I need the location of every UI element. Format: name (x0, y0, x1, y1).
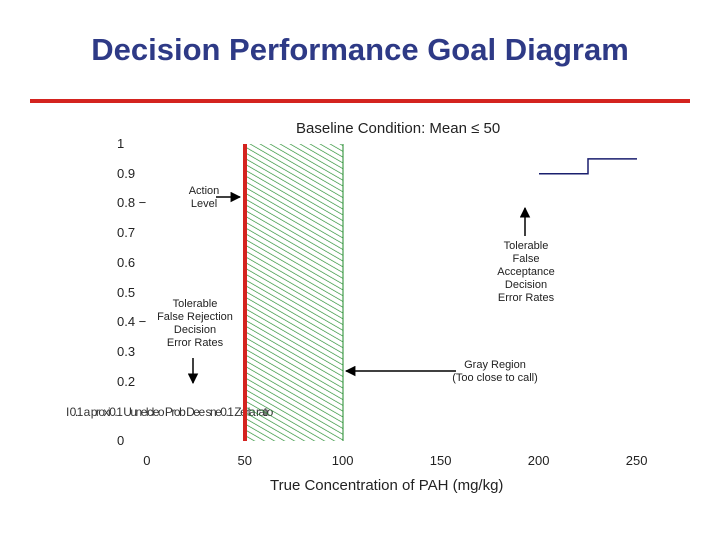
annotation-line: Error Rates (166, 337, 224, 349)
x-tick-label: 50 (237, 453, 252, 468)
action-level-annotation: Action Level (176, 185, 232, 211)
annotation-line: (Too close to call) (452, 372, 538, 384)
chart-title: Baseline Condition: Mean ≤ 50 (296, 120, 501, 137)
annotation-line: False Rejection (157, 311, 233, 323)
gray-region-hatch (245, 144, 343, 441)
slide-title: Decision Performance Goal Diagram (91, 32, 629, 67)
y-tick-label: 0.5 (117, 284, 136, 300)
y-tick-label: 0.2 (117, 373, 136, 389)
annotation-line: Tolerable (172, 298, 218, 310)
annotation-line: Decision (504, 279, 548, 291)
garbled-label: I 0.1 a proxi0.1 Uunelcleo Prob Dee sne0… (66, 405, 273, 419)
y-tick-label: 0.3 (117, 343, 136, 359)
annotation-line: Action (188, 185, 220, 197)
x-tick-label: 0 (143, 453, 151, 468)
false-acceptance-curve (539, 158, 637, 175)
annotation-line: Tolerable (503, 240, 549, 252)
gray-region-annotation: Gray Region (Too close to call) (440, 359, 550, 385)
annotation-line: Gray Region (464, 359, 526, 371)
y-tick-label: 0.7 (117, 225, 136, 241)
title-divider (30, 99, 690, 103)
x-tick-label: 250 (625, 453, 648, 468)
y-tick-label: 0.4 − (117, 314, 147, 330)
annotation-line: Error Rates (497, 292, 555, 304)
annotation-line: False (512, 253, 540, 265)
y-tick-label: 0.8 − (117, 195, 147, 211)
annotation-line: Level (190, 198, 218, 210)
y-tick-label: 0.6 (117, 254, 136, 270)
false-acceptance-annotation: Tolerable False Acceptance Decision Erro… (488, 240, 564, 305)
x-axis-title: True Concentration of PAH (mg/kg) (270, 477, 504, 494)
y-tick-label: 1 (117, 136, 125, 151)
false-rejection-annotation: Tolerable False Rejection Decision Error… (150, 298, 240, 350)
x-tick-label: 100 (331, 453, 354, 468)
annotation-line: Acceptance (497, 266, 555, 278)
y-tick-label: 0.9 (117, 165, 136, 181)
y-tick-label: 0 (117, 433, 125, 448)
annotation-line: Decision (173, 324, 217, 336)
x-tick-label: 150 (429, 453, 452, 468)
x-tick-label: 200 (527, 453, 550, 468)
